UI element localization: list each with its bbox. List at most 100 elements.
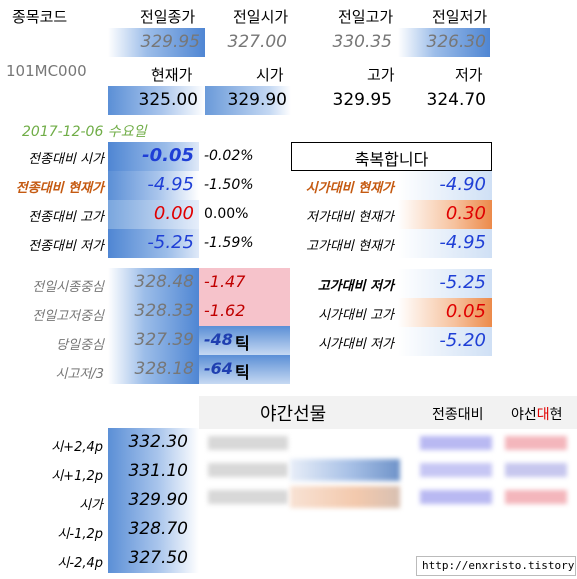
night-col-night-a: 야선 — [511, 407, 537, 423]
level-value-1: 331.10 — [128, 461, 188, 481]
right-label-5: 시가대비 저가 — [318, 337, 394, 352]
date-label: 2017-12-06 수요일 — [22, 124, 147, 140]
night-col-prev: 전종대비 — [432, 407, 484, 423]
compare-cell-low — [108, 229, 199, 258]
night-col-night-c: 현 — [549, 407, 563, 423]
right-cell-4 — [398, 298, 492, 327]
cur-cell — [108, 86, 205, 115]
right-cell-0 — [398, 171, 492, 200]
mid-label-3: 시고저/3 — [55, 367, 104, 382]
mid-label-2: 당일중심 — [56, 338, 104, 353]
mid-cell-2 — [108, 326, 199, 355]
compare-value-low: -5.25 — [147, 232, 194, 253]
footer-url[interactable]: http://enxristo.tistory.com — [422, 559, 577, 572]
prev-low-label: 전일저가 — [432, 8, 488, 26]
high-value: 329.95 — [332, 90, 392, 110]
right-label-0: 시가대비 현재가 — [305, 181, 394, 196]
mid-cell-0 — [108, 268, 199, 297]
night-blur-0c — [420, 436, 492, 450]
right-cell-1 — [398, 200, 492, 229]
prev-close-cell — [108, 28, 205, 57]
right-value-2: -4.95 — [439, 232, 486, 253]
mid-ticks-unit-2: 틱 — [235, 334, 250, 353]
compare-pct-cur: -1.50% — [204, 177, 254, 193]
level-cell-1 — [108, 457, 199, 486]
compare-label-cur: 전종대비 현재가 — [15, 181, 104, 196]
right-label-4: 시가대비 고가 — [318, 308, 394, 323]
night-col-night-b: 대 — [536, 407, 550, 423]
night-blur-2d — [505, 490, 567, 504]
level-label-4: 시-2,4p — [57, 556, 103, 571]
open-value: 329.90 — [227, 90, 287, 110]
level-value-4: 327.50 — [128, 548, 188, 568]
compare-label-open: 전종대비 시가 — [28, 152, 104, 167]
level-value-2: 329.90 — [128, 490, 188, 510]
mid-cell-3 — [108, 355, 199, 384]
compare-pct-open: -0.02% — [204, 148, 254, 164]
night-col-night: 야선대현 — [511, 404, 563, 424]
night-blur-2a — [208, 490, 288, 504]
mid-ticks-unit-3: 틱 — [235, 363, 250, 382]
mid-diff-1: -1.62 — [204, 301, 246, 320]
compare-value-open: -0.05 — [142, 145, 194, 166]
right-value-1: 0.30 — [445, 203, 486, 224]
level-label-3: 시-1,2p — [57, 527, 103, 542]
level-label-2: 시가 — [79, 498, 103, 513]
compare-cell-open — [108, 142, 199, 171]
night-blur-1b — [290, 459, 400, 481]
low-label: 저가 — [455, 66, 483, 84]
mid-value-0: 328.48 — [134, 272, 194, 292]
level-cell-2 — [108, 486, 199, 515]
level-cell-3 — [108, 515, 199, 544]
mid-label-0: 전일시종중심 — [32, 280, 104, 295]
code-value: 101MC000 — [6, 62, 87, 80]
footer-box — [416, 556, 576, 576]
high-label: 고가 — [367, 66, 395, 84]
prev-open-label: 전일시가 — [233, 8, 289, 26]
right-cell-2 — [398, 229, 492, 258]
compare-cell-high — [108, 200, 199, 229]
mid-label-1: 전일고저중심 — [32, 309, 104, 324]
congrats-box — [291, 142, 492, 171]
night-blur-1c — [420, 463, 492, 477]
low-value: 324.70 — [426, 90, 486, 110]
right-value-5: -5.20 — [439, 330, 486, 351]
level-value-3: 328.70 — [128, 519, 188, 539]
prev-open-value: 327.00 — [227, 32, 287, 52]
night-blur-0b — [290, 432, 400, 454]
open-cell — [205, 86, 291, 115]
prev-close-label: 전일종가 — [140, 8, 196, 26]
compare-cell-cur — [108, 171, 199, 200]
night-blur-0a — [208, 436, 288, 450]
night-header-bar — [199, 396, 577, 429]
cur-label: 현재가 — [151, 66, 193, 84]
mid-tick-cell-3 — [199, 355, 290, 384]
open-label: 시가 — [256, 66, 284, 84]
compare-label-low: 전종대비 저가 — [28, 239, 104, 254]
mid-value-3: 328.18 — [134, 359, 194, 379]
mid-ticks-3: -64 — [204, 359, 233, 378]
level-label-0: 시+2,4p — [51, 440, 103, 455]
prev-low-value: 326.30 — [426, 32, 486, 52]
compare-value-cur: -4.95 — [147, 174, 194, 195]
mid-diff-cell-1 — [199, 297, 290, 326]
compare-label-high: 전종대비 고가 — [28, 210, 104, 225]
right-cell-3 — [398, 269, 492, 298]
right-label-3: 고가대비 저가 — [317, 279, 394, 294]
compare-value-high: 0.00 — [153, 203, 194, 224]
compare-pct-low: -1.59% — [204, 235, 254, 251]
mid-tick-cell-2 — [199, 326, 290, 355]
level-cell-4 — [108, 544, 199, 573]
mid-diff-0: -1.47 — [204, 272, 246, 291]
mid-cell-1 — [108, 297, 199, 326]
code-label: 종목코드 — [12, 8, 68, 26]
cur-value: 325.00 — [138, 90, 198, 110]
night-blur-2c — [420, 490, 492, 504]
night-title: 야간선물 — [260, 404, 327, 425]
night-blur-1d — [505, 463, 567, 477]
prev-high-value: 330.35 — [332, 32, 392, 52]
prev-high-label: 전일고가 — [338, 8, 394, 26]
level-value-0: 332.30 — [128, 432, 188, 452]
mid-value-1: 328.33 — [134, 301, 194, 321]
right-label-1: 저가대비 현재가 — [306, 210, 394, 225]
